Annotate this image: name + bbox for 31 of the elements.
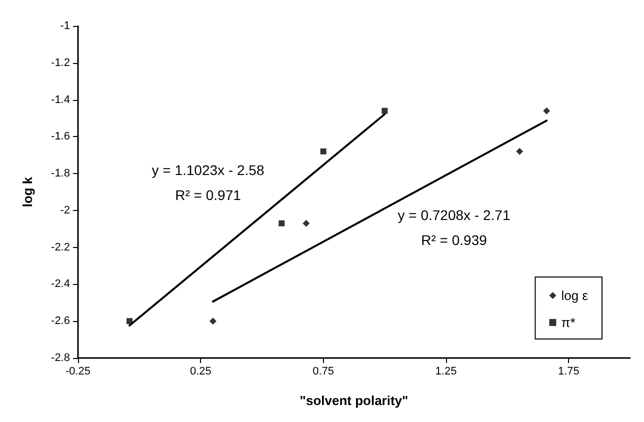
x-tick-label: 1.25 [435,366,457,378]
y-axis-title: log k [20,176,35,208]
point [126,318,133,324]
y-tick-label: -1.2 [51,56,70,69]
legend-label: π* [561,315,576,330]
x-tick-label: 0.75 [312,366,334,378]
y-tick-label: -1.8 [51,168,70,180]
annotation: R² = 0.939 [421,232,488,248]
point [382,108,388,114]
y-tick-label: -2.4 [51,278,70,290]
annotation: R² = 0.971 [175,187,242,203]
x-tick-label: 0.25 [190,366,212,378]
annotation: y = 1.1023x - 2.58 [152,162,264,178]
point [278,220,285,226]
y-tick-label: -2.6 [51,315,70,328]
x-tick-label: 1.75 [558,366,580,378]
y-tick-label: -2.8 [51,352,70,364]
point [302,220,310,227]
point [543,107,550,114]
x-tick-label: -0.25 [65,366,91,378]
point [320,148,326,154]
y-tick-label: -2 [60,204,70,216]
legend-label: log ε [561,288,588,303]
point [516,148,524,155]
point [209,318,216,325]
y-tick-label: -1 [60,20,70,32]
x-axis-title: "solvent polarity" [300,393,408,408]
annotation: y = 0.7208x - 2.71 [398,207,510,223]
y-tick-label: -2.2 [51,241,70,254]
y-tick-label: -1.6 [51,130,70,143]
y-tick-label: -1.4 [51,94,70,106]
